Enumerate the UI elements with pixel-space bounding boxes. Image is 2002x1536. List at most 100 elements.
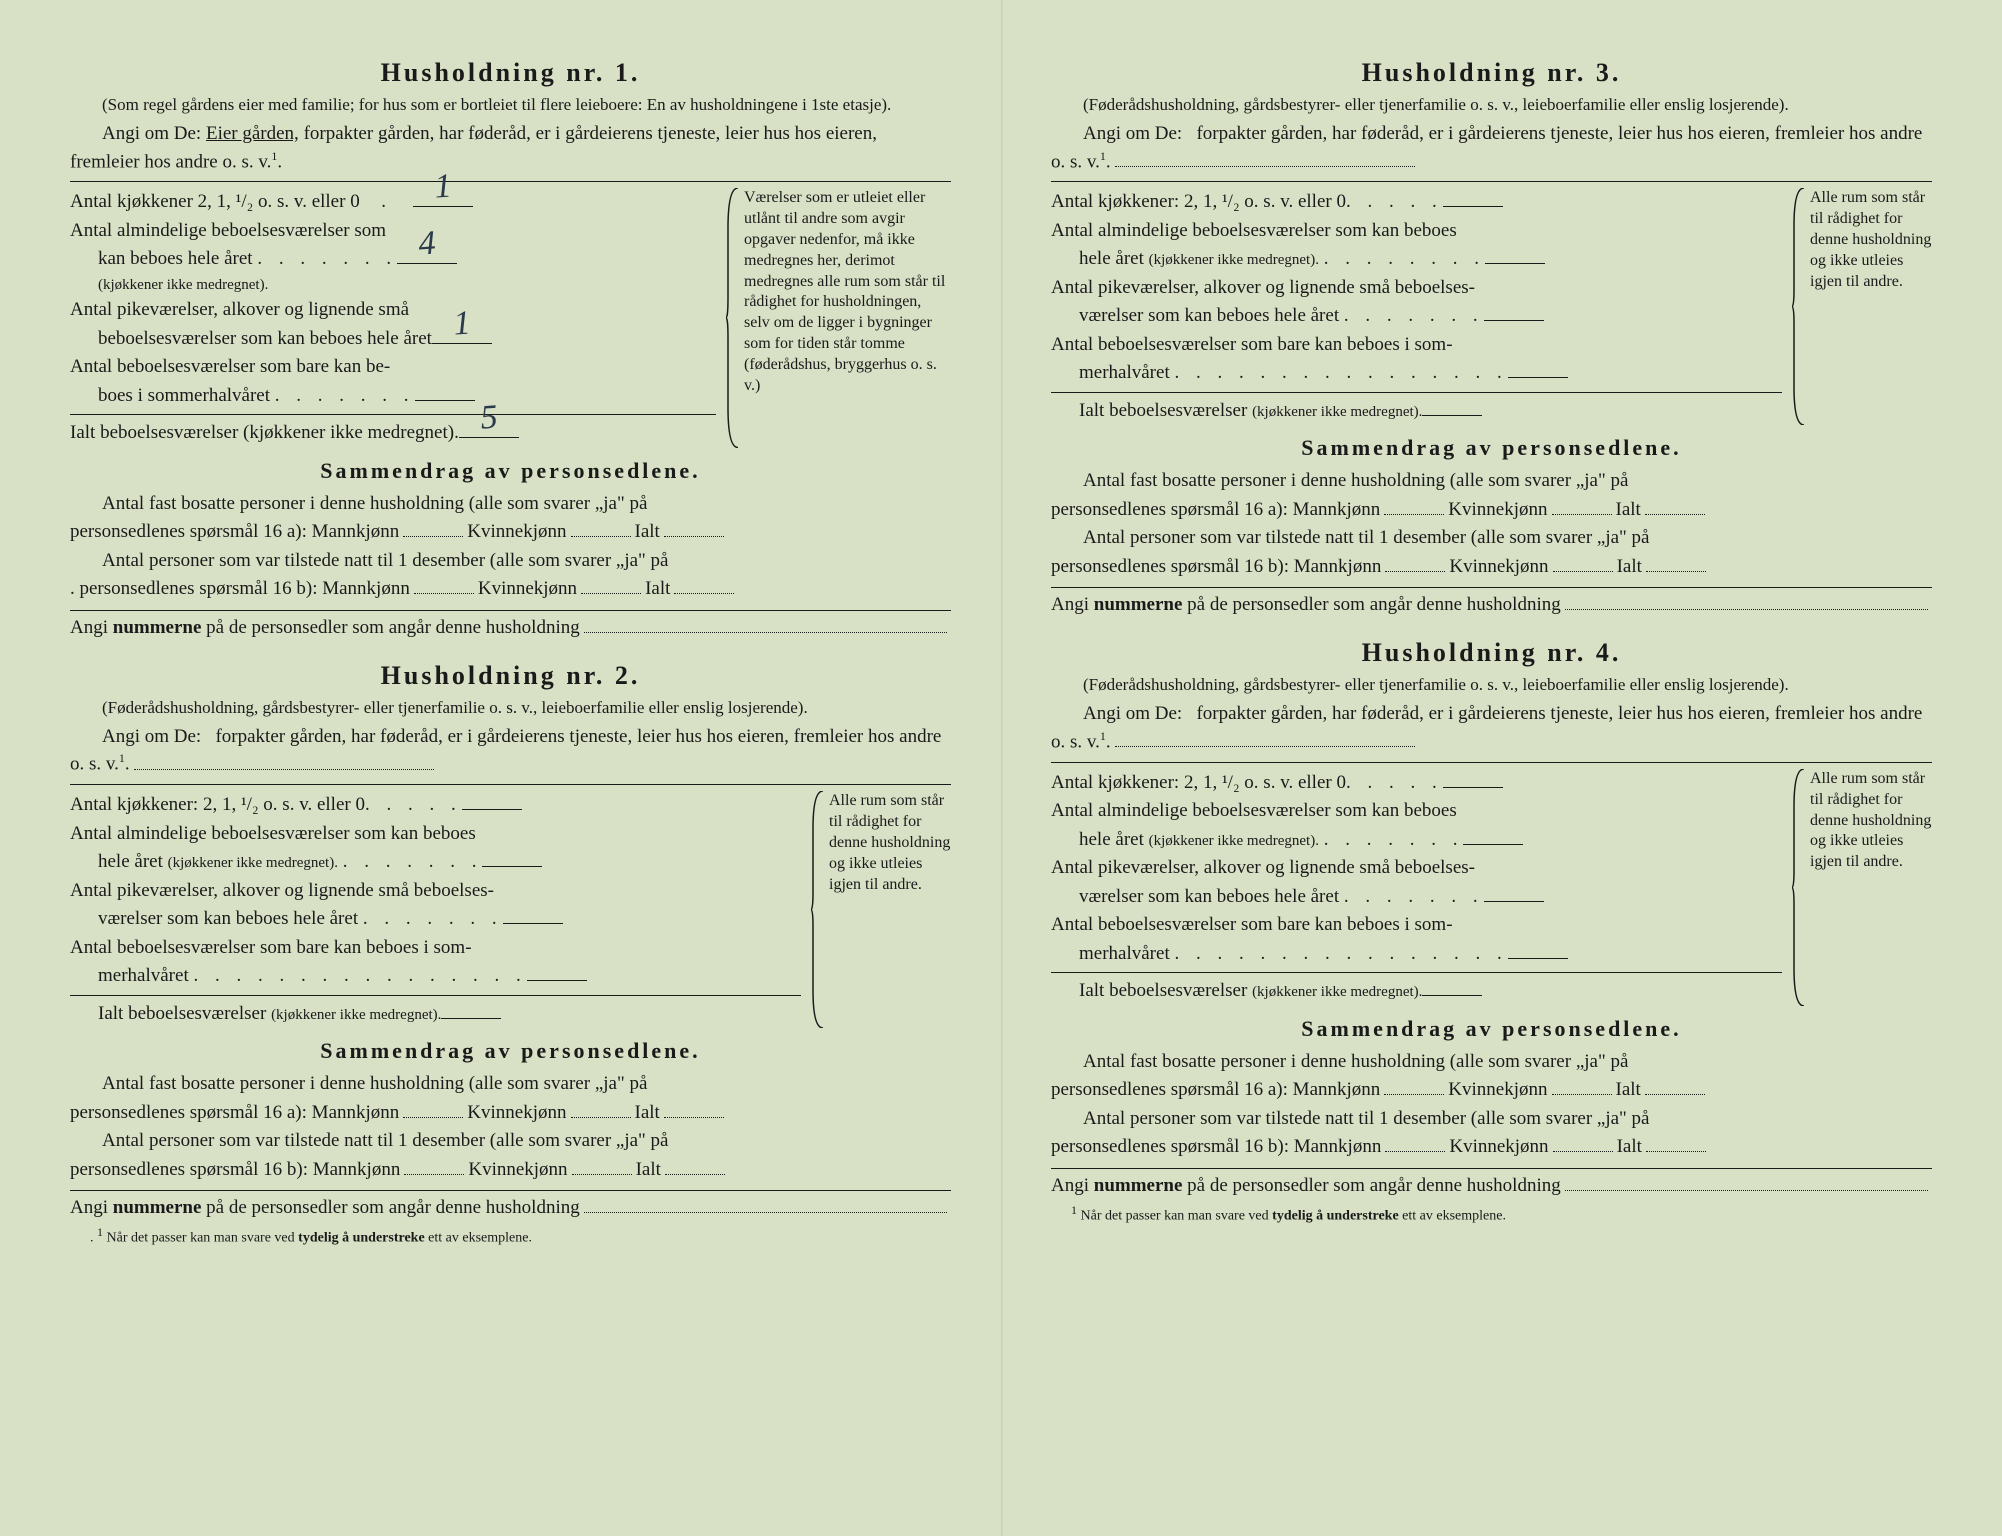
field[interactable] [1443, 206, 1503, 207]
dots: . [360, 188, 414, 217]
sammen-fields-1a: personsedlenes spørsmål 16 a): Mannkjønn… [70, 518, 951, 547]
field[interactable] [1115, 166, 1415, 167]
alm-note: (kjøkkener ikke medregnet). [70, 274, 716, 297]
field[interactable] [1385, 571, 1445, 572]
field[interactable] [1384, 1094, 1444, 1095]
divider [70, 181, 951, 182]
angi-field[interactable] [134, 769, 434, 770]
angi-prefix: Angi om De: [102, 123, 201, 144]
field[interactable] [462, 809, 522, 810]
footnote-ref: 1 [271, 149, 277, 163]
field[interactable] [527, 980, 587, 981]
field[interactable] [1553, 571, 1613, 572]
divider [1051, 181, 1932, 182]
sommer-label-2: boes i sommerhalvåret . . . . . . . [70, 382, 415, 411]
h2-rooms: Antal kjøkkener: 2, 1, ¹/₂ o. s. v. elle… [70, 791, 951, 1028]
divider [1051, 762, 1932, 763]
mann-field-b[interactable] [414, 593, 474, 594]
field[interactable] [571, 1117, 631, 1118]
mann-field[interactable] [403, 536, 463, 537]
sammen-fields-1b: . personsedlenes spørsmål 16 b): Mannkjø… [70, 575, 951, 604]
alm-value: 4 [417, 218, 438, 270]
kvinne-field-b[interactable] [581, 593, 641, 594]
field[interactable] [404, 1174, 464, 1175]
h1-title: Husholdning nr. 1. [70, 58, 951, 88]
field[interactable] [1508, 377, 1568, 378]
field[interactable] [1646, 571, 1706, 572]
footnote-left: . 1 Når det passer kan man svare ved tyd… [70, 1225, 951, 1247]
ialt-field[interactable]: 5 [459, 437, 519, 438]
divider [70, 1190, 951, 1191]
field[interactable] [572, 1174, 632, 1175]
left-page: Husholdning nr. 1. (Som regel gårdens ei… [50, 40, 971, 1496]
h1-angi: Angi om De: Eier gården, forpakter gårde… [70, 121, 951, 176]
field[interactable] [665, 1174, 725, 1175]
alm-field[interactable]: 4 [397, 263, 457, 264]
sammen-line2: Antal personer som var tilstede natt til… [70, 547, 951, 576]
field[interactable] [1565, 609, 1928, 610]
field[interactable] [1484, 320, 1544, 321]
h2-title: Husholdning nr. 2. [70, 661, 951, 691]
h3-subtitle: (Føderådshusholdning, gårdsbestyrer- ell… [1051, 94, 1932, 117]
kvinne-field[interactable] [571, 536, 631, 537]
brace-icon [811, 791, 825, 1028]
field[interactable] [584, 1212, 947, 1213]
brace-icon [1792, 188, 1806, 425]
rooms-right-note: Værelser som er utleiet eller utlånt til… [726, 188, 951, 448]
h1-subtitle: (Som regel gårdens eier med familie; for… [70, 94, 951, 117]
footnote-right: 1 Når det passer kan man svare ved tydel… [1051, 1203, 1932, 1225]
sammen-title-3: Sammendrag av personsedlene. [1051, 435, 1932, 461]
divider [1051, 587, 1932, 588]
q16b-prefix: personsedlenes spørsmål 16 b): [80, 575, 318, 604]
h2-subtitle: (Føderådshusholdning, gårdsbestyrer- ell… [70, 697, 951, 720]
field[interactable] [1463, 844, 1523, 845]
field[interactable] [1485, 263, 1545, 264]
kjokkener-field[interactable]: 1 [413, 206, 473, 207]
field[interactable] [1552, 1094, 1612, 1095]
sammen-title-2: Sammendrag av personsedlene. [70, 1038, 951, 1064]
sommer-field[interactable] [415, 400, 475, 401]
field[interactable] [1484, 901, 1544, 902]
field[interactable] [503, 923, 563, 924]
field[interactable] [403, 1117, 463, 1118]
sammen-title-4: Sammendrag av personsedlene. [1051, 1016, 1932, 1042]
pike-label-2: beboelsesværelser som kan beboes hele år… [70, 325, 432, 354]
field[interactable] [1443, 787, 1503, 788]
field[interactable] [1385, 1151, 1445, 1152]
h3-title: Husholdning nr. 3. [1051, 58, 1932, 88]
h3-angi: Angi om De: forpakter gården, har føderå… [1051, 121, 1932, 176]
kjokkener-label: Antal kjøkkener 2, 1, ¹/₂ o. s. v. eller… [70, 188, 360, 217]
field[interactable] [1645, 1094, 1705, 1095]
field[interactable] [1508, 958, 1568, 959]
h4-subtitle: (Føderådshusholdning, gårdsbestyrer- ell… [1051, 674, 1932, 697]
field[interactable] [1645, 514, 1705, 515]
field[interactable] [1384, 514, 1444, 515]
sammen-line1: Antal fast bosatte personer i denne hush… [70, 490, 951, 519]
field[interactable] [1553, 1151, 1613, 1152]
kvinne-label: Kvinnekjønn [467, 518, 566, 547]
field[interactable] [1422, 995, 1482, 996]
field[interactable] [664, 1117, 724, 1118]
brace-icon [1792, 769, 1806, 1006]
ialt-field-b[interactable] [674, 593, 734, 594]
ialt-label: Ialt [635, 518, 660, 547]
ialt-field[interactable] [664, 536, 724, 537]
field[interactable] [1422, 415, 1482, 416]
angi-underlined: Eier gården, [206, 123, 299, 144]
field[interactable] [1646, 1151, 1706, 1152]
h4-title: Husholdning nr. 4. [1051, 638, 1932, 668]
page-fold [1001, 0, 1003, 1536]
field[interactable] [1565, 1190, 1928, 1191]
pike-field[interactable]: 1 [432, 343, 492, 344]
field[interactable] [482, 866, 542, 867]
right-page: Husholdning nr. 3. (Føderådshusholdning,… [1031, 40, 1952, 1496]
h4-angi: Angi om De: forpakter gården, har føderå… [1051, 701, 1932, 756]
right-note-text: Værelser som er utleiet eller utlånt til… [744, 189, 945, 393]
divider [70, 610, 951, 611]
field[interactable] [1552, 514, 1612, 515]
field[interactable] [1115, 746, 1415, 747]
nummerne-field[interactable] [584, 632, 947, 633]
field[interactable] [441, 1018, 501, 1019]
alm-label-1: Antal almindelige beboelsesværelser som [70, 217, 386, 246]
angi-nummerne-1: Angi nummerne på de personsedler som ang… [70, 617, 951, 639]
